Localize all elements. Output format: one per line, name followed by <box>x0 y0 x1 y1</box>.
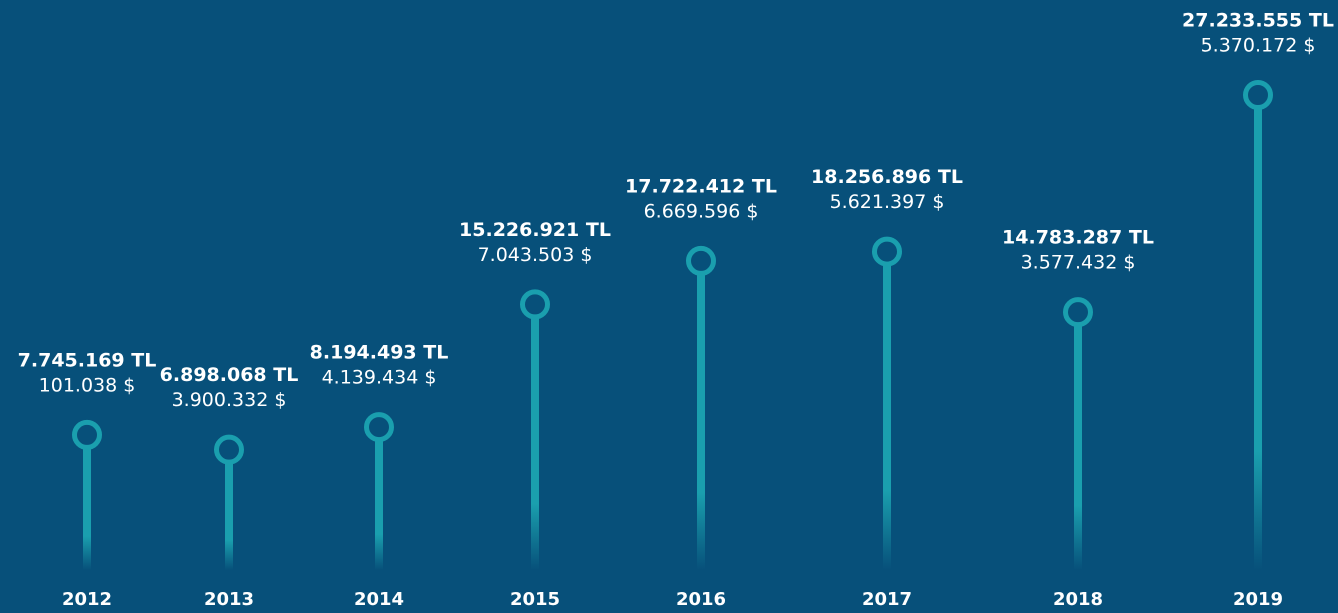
usd-label: 3.577.432 $ <box>1021 252 1136 274</box>
tl-label: 17.722.412 TL <box>625 175 777 197</box>
lollipop-head <box>686 245 716 276</box>
year-label: 2012 <box>62 589 112 610</box>
year-label: 2013 <box>204 589 254 610</box>
year-label: 2018 <box>1053 589 1103 610</box>
usd-label: 5.370.172 $ <box>1201 35 1316 57</box>
stem <box>375 427 383 570</box>
year-label: 2019 <box>1233 589 1283 610</box>
usd-label: 6.669.596 $ <box>644 200 759 222</box>
lollipop-head <box>214 434 244 465</box>
year-label: 2015 <box>510 589 560 610</box>
usd-label: 5.621.397 $ <box>830 191 945 213</box>
lollipop-head <box>72 419 102 450</box>
tl-label: 8.194.493 TL <box>310 342 449 364</box>
usd-label: 4.139.434 $ <box>322 367 437 389</box>
stem <box>1254 95 1262 570</box>
tl-label: 18.256.896 TL <box>811 166 963 188</box>
lollipop-head <box>364 412 394 443</box>
lollipop-head <box>872 236 902 267</box>
year-label: 2016 <box>676 589 726 610</box>
lollipop-head <box>1063 297 1093 328</box>
tl-label: 6.898.068 TL <box>160 364 299 386</box>
tl-label: 7.745.169 TL <box>18 349 157 371</box>
stem <box>225 449 233 570</box>
lollipop-head <box>520 289 550 320</box>
lollipop-head <box>1243 80 1273 110</box>
tl-label: 27.233.555 TL <box>1182 10 1334 32</box>
stem <box>883 251 891 570</box>
stem <box>697 260 705 570</box>
tl-label: 15.226.921 TL <box>459 219 611 241</box>
usd-label: 101.038 $ <box>39 374 136 396</box>
stem <box>83 434 91 570</box>
stem <box>531 304 539 570</box>
usd-label: 3.900.332 $ <box>172 389 287 411</box>
stem <box>1074 312 1082 570</box>
tl-label: 14.783.287 TL <box>1002 227 1154 249</box>
year-label: 2017 <box>862 589 912 610</box>
year-label: 2014 <box>354 589 404 610</box>
usd-label: 7.043.503 $ <box>478 244 593 266</box>
